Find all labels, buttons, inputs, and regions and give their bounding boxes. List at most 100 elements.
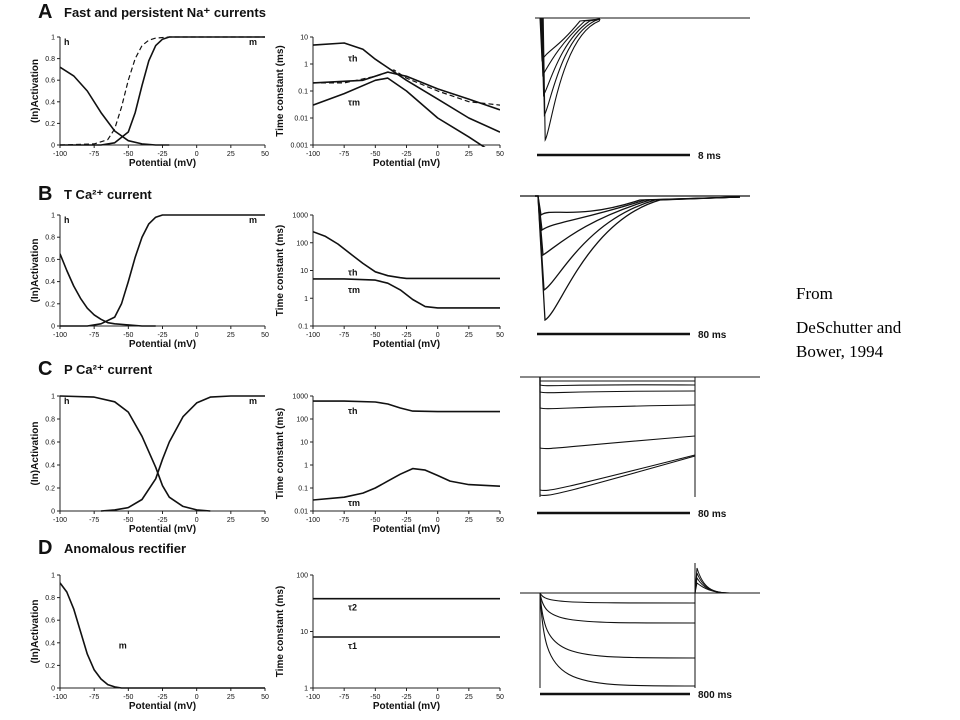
current-trace xyxy=(535,195,741,217)
x-tick-label: 50 xyxy=(261,517,269,524)
x-tick-label: -25 xyxy=(401,517,411,524)
x-tick-label: -50 xyxy=(123,151,133,158)
y-axis-label: Time constant (ms) xyxy=(275,586,286,678)
x-tick-label: -100 xyxy=(53,151,67,158)
y-tick-label: 100 xyxy=(296,240,308,247)
y-tick-label: 0.2 xyxy=(45,663,55,670)
citation: From DeSchutter and Bower, 1994 xyxy=(796,282,946,374)
x-tick-label: 25 xyxy=(227,332,235,339)
y-axis-label: (In)Activation xyxy=(30,239,41,303)
series-line-τm xyxy=(313,77,486,147)
x-tick-label: 0 xyxy=(436,517,440,524)
scale-bar-label: 800 ms xyxy=(698,690,732,701)
y-tick-label: 1 xyxy=(304,686,308,693)
series-label-τm: τm xyxy=(348,98,360,108)
y-tick-label: 1000 xyxy=(292,213,308,220)
y-tick-label: 0.4 xyxy=(45,99,55,106)
y-tick-label: 0.8 xyxy=(45,595,55,602)
y-tick-label: 1 xyxy=(304,62,308,69)
citation-source: DeSchutter and Bower, 1994 xyxy=(796,318,902,361)
panel-B-tau-plot: -100 -75 -50 -25 0 25 50 0.1 1 10 100 1000 Potential… xyxy=(275,213,504,351)
x-tick-label: -75 xyxy=(339,332,349,339)
y-tick-label: 0.8 xyxy=(45,235,55,242)
x-tick-label: 25 xyxy=(465,694,473,701)
current-trace xyxy=(539,377,696,492)
y-tick-label: 100 xyxy=(296,573,308,580)
x-axis-label: Potential (mV) xyxy=(129,158,196,169)
current-trace xyxy=(539,592,696,659)
y-tick-label: 0.001 xyxy=(290,143,308,150)
series-line-h xyxy=(60,66,170,146)
panel-A-header: A Fast and persistent Na⁺ currents xyxy=(38,1,266,23)
x-tick-label: 25 xyxy=(227,694,235,701)
x-tick-label: 50 xyxy=(496,694,504,701)
current-trace xyxy=(539,377,696,450)
panel-letter: C xyxy=(38,358,52,380)
current-trace xyxy=(535,195,741,232)
y-axis-label: (In)Activation xyxy=(30,422,41,486)
x-axis-label: Potential (mV) xyxy=(373,158,440,169)
x-tick-label: -50 xyxy=(123,517,133,524)
series-line-m xyxy=(100,395,265,512)
panel-D-header: D Anomalous rectifier xyxy=(38,537,186,559)
x-tick-label: -75 xyxy=(339,694,349,701)
y-tick-label: 10 xyxy=(300,268,308,275)
x-tick-label: -100 xyxy=(306,517,320,524)
current-trace xyxy=(535,17,601,142)
panel-title: Anomalous rectifier xyxy=(64,541,186,556)
current-trace xyxy=(539,377,696,410)
series-line-τh xyxy=(313,42,500,133)
x-tick-label: -25 xyxy=(401,332,411,339)
panel-title: P Ca²⁺ current xyxy=(64,362,153,377)
panel-C-tau-plot: -100 -75 -50 -25 0 25 50 0.01 0.1 1 10 100 1000 Poten… xyxy=(275,394,504,536)
y-tick-label: 0.6 xyxy=(45,78,55,85)
x-tick-label: -50 xyxy=(123,694,133,701)
series-line-m xyxy=(60,582,265,689)
x-axis-label: Potential (mV) xyxy=(129,701,196,712)
series-label-m: m xyxy=(249,37,257,47)
panel-letter: B xyxy=(38,183,52,205)
panel-A-traces: 8 ms xyxy=(535,17,750,162)
series-line-unnamed-3 xyxy=(313,71,500,111)
x-tick-label: 50 xyxy=(261,151,269,158)
y-tick-label: 0.2 xyxy=(45,121,55,128)
series-label-h: h xyxy=(64,215,70,225)
current-trace xyxy=(539,592,696,687)
x-tick-label: 50 xyxy=(496,517,504,524)
current-trace xyxy=(535,195,741,322)
x-tick-label: -50 xyxy=(370,694,380,701)
series-line-τh xyxy=(313,230,500,280)
x-tick-label: 0 xyxy=(436,151,440,158)
y-tick-label: 1 xyxy=(304,296,308,303)
y-tick-label: 0.2 xyxy=(45,301,55,308)
panel-D-tau-plot: -100 -75 -50 -25 0 25 50 1 10 100 Potential (mV) Ti… xyxy=(275,573,504,713)
x-tick-label: -100 xyxy=(53,517,67,524)
y-tick-label: 0.1 xyxy=(298,486,308,493)
x-tick-label: -100 xyxy=(306,151,320,158)
x-tick-label: -50 xyxy=(123,332,133,339)
x-axis-label: Potential (mV) xyxy=(373,701,440,712)
x-tick-label: 50 xyxy=(496,151,504,158)
series-label-τh: τh xyxy=(348,406,358,416)
x-tick-label: 0 xyxy=(436,332,440,339)
x-tick-label: 0 xyxy=(195,151,199,158)
x-tick-label: -75 xyxy=(339,151,349,158)
x-tick-label: -25 xyxy=(157,694,167,701)
y-axis-label: (In)Activation xyxy=(30,59,41,123)
series-label-m: m xyxy=(249,215,257,225)
series-label-τh: τh xyxy=(348,53,358,63)
y-tick-label: 0.01 xyxy=(294,509,308,516)
series-line-m xyxy=(60,214,265,327)
panel-A-activation-plot: -100 -75 -50 -25 0 25 50 0 0.2 0.4 0.6 0.8 1 Potentia… xyxy=(30,35,269,170)
current-trace xyxy=(539,592,696,604)
series-line-τm xyxy=(313,467,500,501)
y-tick-label: 1000 xyxy=(292,394,308,401)
x-tick-label: -100 xyxy=(306,332,320,339)
y-tick-label: 0 xyxy=(51,143,55,150)
series-line-h xyxy=(60,253,156,327)
x-axis-label: Potential (mV) xyxy=(373,524,440,535)
y-tick-label: 1 xyxy=(51,35,55,42)
y-axis-label: Time constant (ms) xyxy=(275,408,286,500)
series-line-m xyxy=(60,36,265,146)
